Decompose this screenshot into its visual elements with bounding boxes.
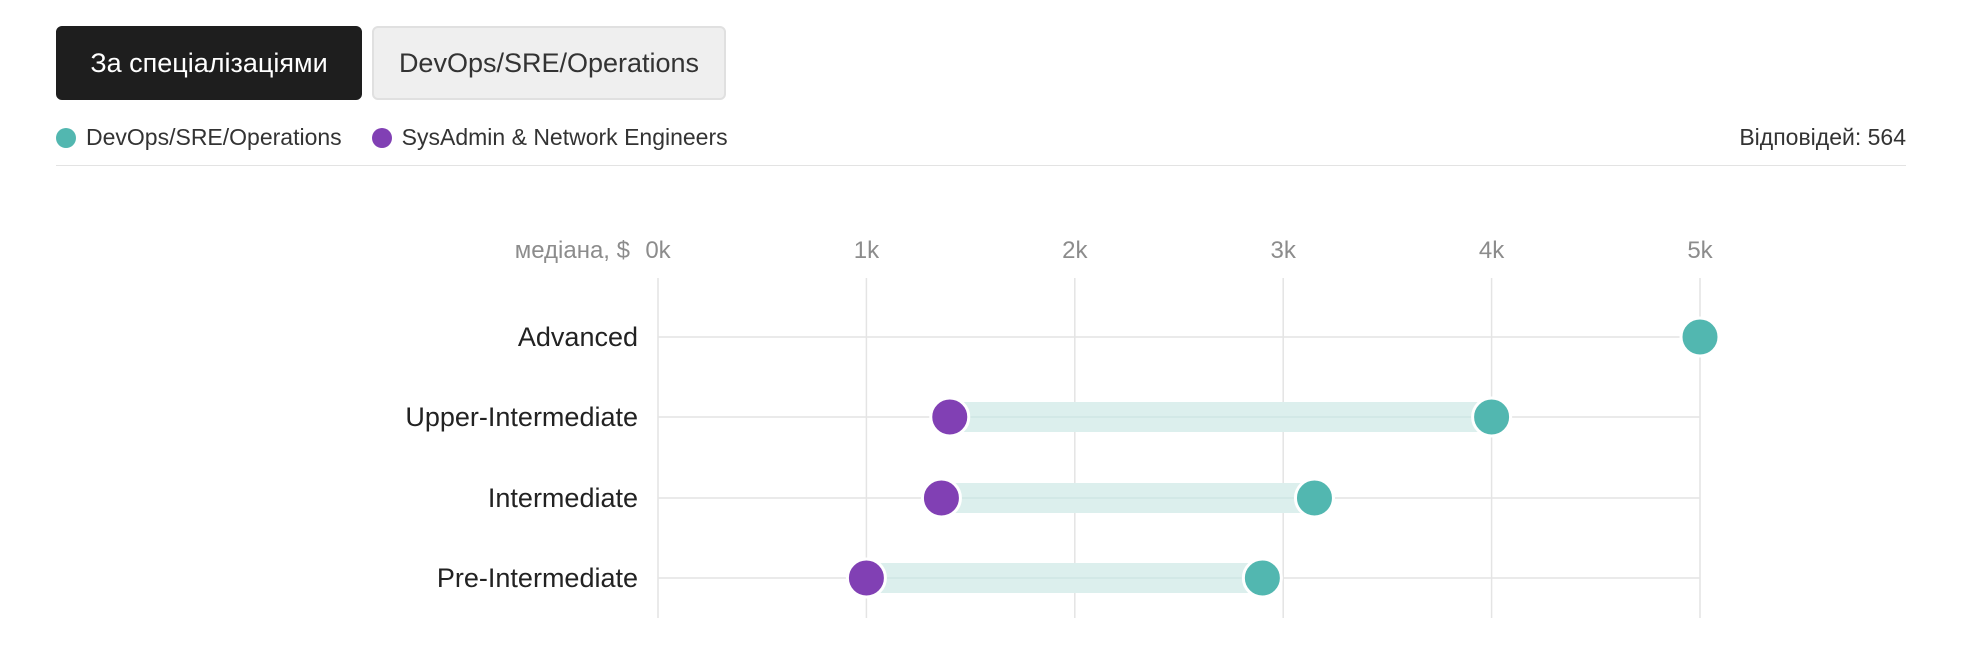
legend-label-devops: DevOps/SRE/Operations — [86, 124, 342, 150]
tab-devops[interactable]: DevOps/SRE/Operations — [372, 26, 726, 100]
legend-label-sysadmin: SysAdmin & Network Engineers — [401, 124, 728, 150]
category-label: Upper-Intermediate — [405, 402, 638, 432]
category-label: Pre-Intermediate — [437, 563, 638, 593]
responses-count: Відповідей: 564 — [1739, 124, 1906, 150]
point-sysadmin — [929, 396, 971, 438]
tab-by-specialization[interactable]: За спеціалізаціями — [56, 26, 362, 100]
tab-bar: За спеціалізаціями DevOps/SRE/Operations — [56, 26, 726, 100]
legend-dot-devops — [56, 127, 76, 148]
category-label: Intermediate — [488, 483, 638, 513]
legend: DevOps/SRE/Operations SysAdmin & Network… — [56, 124, 728, 151]
legend-item-sysadmin[interactable]: SysAdmin & Network Engineers — [371, 124, 728, 151]
legend-row: DevOps/SRE/Operations SysAdmin & Network… — [56, 120, 1906, 166]
point-devops — [1471, 396, 1513, 438]
legend-item-devops[interactable]: DevOps/SRE/Operations — [56, 124, 342, 151]
point-sysadmin — [920, 477, 962, 519]
category-label: Advanced — [518, 322, 638, 352]
x-tick-label: 5k — [1687, 237, 1713, 264]
x-axis-prefix: медіана, $ — [515, 237, 630, 264]
x-tick-label: 4k — [1479, 237, 1505, 264]
x-tick-label: 1k — [854, 237, 880, 264]
legend-dot-sysadmin — [371, 127, 392, 148]
x-tick-label: 2k — [1062, 237, 1088, 264]
point-devops — [1241, 557, 1283, 599]
point-sysadmin — [845, 557, 887, 599]
x-tick-label: 3k — [1271, 237, 1297, 264]
point-devops — [1293, 477, 1335, 519]
x-tick-label: 0k — [645, 237, 671, 264]
point-devops — [1679, 316, 1721, 358]
